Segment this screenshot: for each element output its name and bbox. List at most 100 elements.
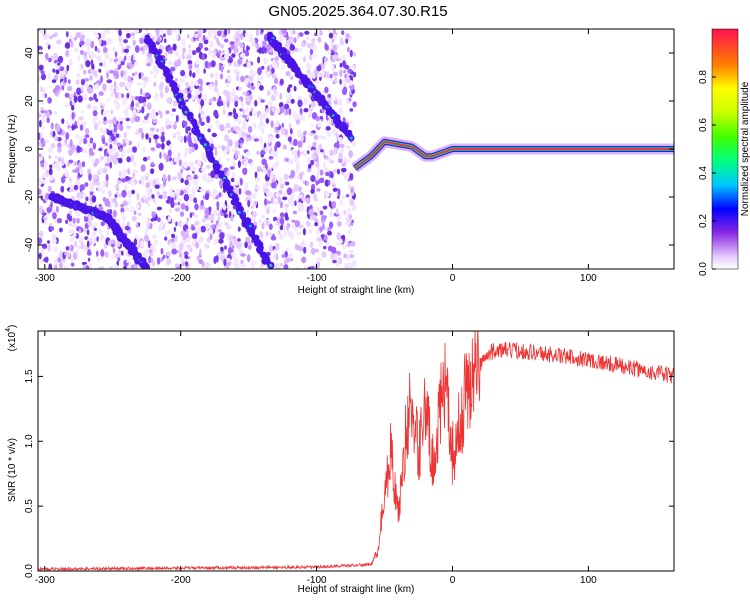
noise-speckle xyxy=(353,51,356,57)
noise-speckle xyxy=(337,136,343,143)
noise-speckle xyxy=(235,241,242,249)
noise-speckle xyxy=(285,71,291,77)
noise-speckle xyxy=(72,223,77,228)
noise-speckle xyxy=(188,44,191,49)
noise-speckle xyxy=(162,174,167,182)
noise-speckle xyxy=(317,220,321,228)
noise-speckle xyxy=(49,164,53,169)
noise-speckle xyxy=(342,88,347,96)
noise-speckle xyxy=(193,213,198,219)
noise-speckle xyxy=(185,205,189,212)
noise-speckle xyxy=(156,206,162,211)
noise-speckle xyxy=(47,244,51,252)
noise-speckle xyxy=(249,33,253,38)
noise-speckle xyxy=(65,219,69,224)
noise-speckle xyxy=(160,110,163,119)
noise-speckle xyxy=(224,38,229,43)
noise-speckle xyxy=(274,220,278,226)
noise-speckle xyxy=(324,86,329,94)
noise-speckle xyxy=(84,128,89,133)
noise-speckle xyxy=(67,85,73,92)
noise-speckle xyxy=(95,34,100,39)
noise-speckle xyxy=(264,146,271,152)
noise-speckle xyxy=(276,263,281,269)
noise-speckle xyxy=(184,179,189,186)
noise-speckle xyxy=(168,208,173,214)
noise-speckle xyxy=(226,49,230,57)
y-tick-label: 40 xyxy=(24,47,35,59)
noise-speckle xyxy=(308,132,314,136)
noise-speckle xyxy=(328,200,332,208)
noise-speckle xyxy=(60,176,66,184)
noise-speckle xyxy=(309,241,313,249)
noise-speckle xyxy=(116,187,119,192)
noise-speckle xyxy=(215,191,219,196)
noise-speckle xyxy=(302,101,307,106)
noise-speckle xyxy=(170,66,176,72)
noise-speckle xyxy=(56,217,63,224)
noise-speckle xyxy=(342,244,347,250)
track-highlight xyxy=(248,224,252,228)
noise-speckle xyxy=(130,177,135,186)
noise-speckle xyxy=(261,214,265,219)
noise-speckle xyxy=(268,100,273,107)
noise-speckle xyxy=(235,31,240,39)
noise-speckle xyxy=(187,134,192,143)
noise-speckle xyxy=(75,32,82,39)
noise-speckle xyxy=(120,203,125,208)
noise-speckle xyxy=(56,39,62,45)
noise-speckle xyxy=(44,256,49,263)
noise-speckle xyxy=(44,58,48,63)
noise-speckle xyxy=(195,47,201,53)
noise-speckle xyxy=(271,182,277,189)
noise-speckle xyxy=(66,251,71,258)
noise-speckle xyxy=(272,86,276,91)
noise-speckle xyxy=(264,198,268,206)
noise-speckle xyxy=(98,38,102,46)
noise-speckle xyxy=(70,92,74,99)
noise-speckle xyxy=(184,232,189,239)
y-tick-label: 0.5 xyxy=(24,499,35,513)
noise-speckle xyxy=(336,221,342,227)
noise-speckle xyxy=(273,50,278,56)
noise-speckle xyxy=(149,57,153,66)
noise-speckle xyxy=(222,204,227,211)
noise-speckle xyxy=(113,71,118,77)
noise-speckle xyxy=(164,85,169,94)
x-tick-label: 0 xyxy=(450,575,456,586)
noise-speckle xyxy=(323,245,327,250)
noise-speckle xyxy=(195,67,200,75)
noise-speckle xyxy=(339,62,343,68)
noise-speckle xyxy=(102,137,106,145)
noise-speckle xyxy=(214,29,217,35)
noise-speckle xyxy=(249,69,254,77)
noise-speckle xyxy=(42,192,45,199)
noise-speckle xyxy=(185,261,189,267)
noise-speckle xyxy=(238,187,242,195)
noise-speckle xyxy=(124,113,130,117)
noise-speckle xyxy=(50,201,53,209)
noise-speckle xyxy=(165,120,169,126)
noise-speckle xyxy=(302,152,308,157)
noise-speckle xyxy=(75,79,80,86)
noise-speckle xyxy=(127,148,133,155)
noise-speckle xyxy=(335,191,338,196)
noise-speckle xyxy=(208,83,213,90)
noise-speckle xyxy=(242,120,248,128)
noise-speckle xyxy=(39,156,43,161)
noise-speckle xyxy=(57,146,62,153)
noise-speckle xyxy=(114,91,119,99)
noise-speckle xyxy=(106,29,111,35)
noise-speckle xyxy=(231,53,236,58)
noise-speckle xyxy=(114,263,118,269)
noise-speckle xyxy=(112,209,117,218)
noise-speckle xyxy=(286,100,291,104)
colorbar-ticks: 0.0 0.2 0.4 0.6 0.8 xyxy=(698,70,716,276)
noise-speckle xyxy=(247,199,251,208)
noise-speckle xyxy=(69,100,73,107)
noise-speckle xyxy=(208,124,213,129)
x-tick-label: -200 xyxy=(171,273,191,284)
noise-speckle xyxy=(57,89,61,94)
noise-speckle xyxy=(352,101,357,108)
noise-speckle xyxy=(96,236,99,242)
